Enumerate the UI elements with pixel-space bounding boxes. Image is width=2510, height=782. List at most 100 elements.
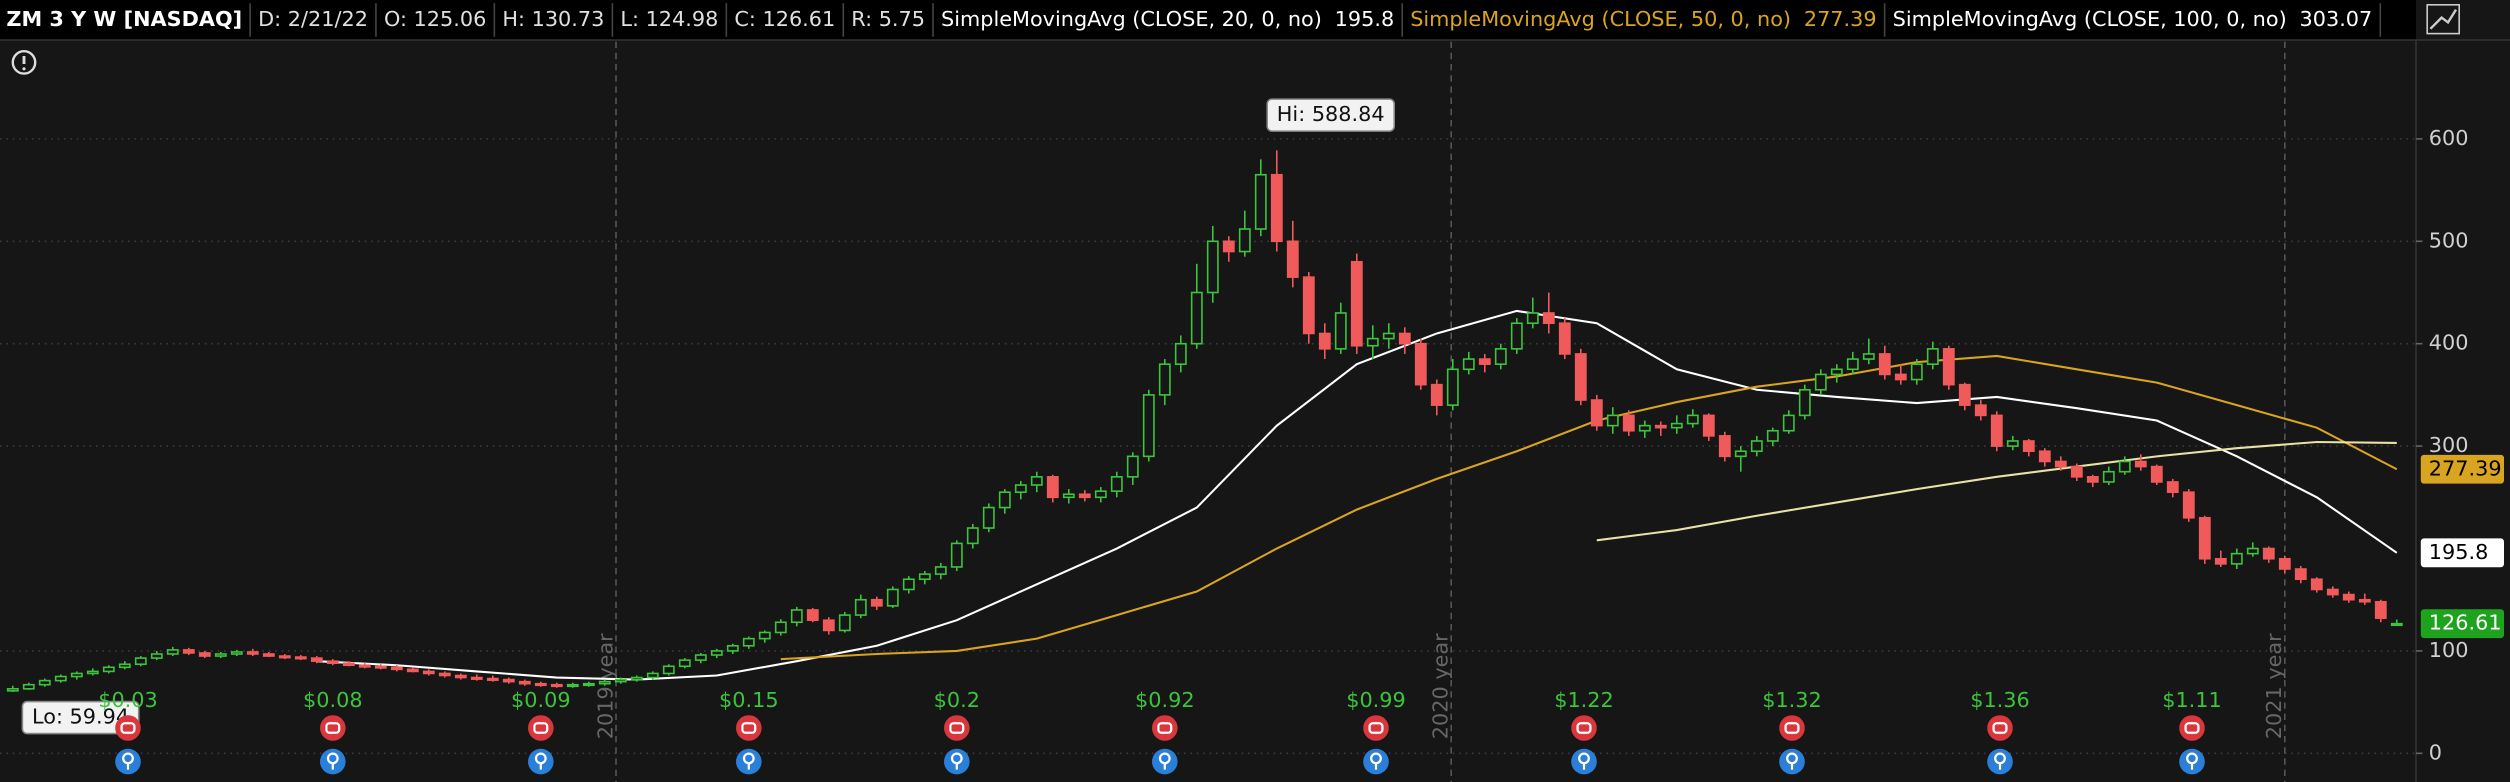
earnings-icon[interactable]: [1987, 715, 2013, 741]
event-icon-circle[interactable]: [115, 748, 141, 775]
event-icon[interactable]: [115, 748, 141, 775]
alert-dot[interactable]: [22, 67, 26, 71]
event-icon-circle[interactable]: [320, 748, 346, 775]
earnings-icon[interactable]: [320, 715, 346, 741]
earnings-icon-circle[interactable]: [1152, 715, 1178, 741]
candle-body: [470, 676, 483, 680]
header-item: H: 130.73: [502, 7, 604, 31]
event-icon-circle[interactable]: [944, 748, 970, 775]
earnings-icon[interactable]: [736, 715, 762, 741]
earnings-icon-circle[interactable]: [528, 715, 554, 741]
candle-body: [1222, 240, 1235, 253]
candle-body: [2358, 598, 2371, 603]
event-icon-circle[interactable]: [1987, 748, 2013, 775]
candle-body: [1190, 291, 1203, 345]
earnings-icon-circle[interactable]: [736, 715, 762, 741]
candle-body: [1142, 394, 1155, 458]
alert-icon[interactable]: [11, 50, 37, 75]
event-icon-circle[interactable]: [1571, 748, 1597, 775]
candle-body: [294, 656, 307, 660]
candle-body: [1382, 332, 1395, 340]
event-icon[interactable]: [1152, 748, 1178, 775]
candle-body: [2038, 450, 2051, 463]
earnings-icon-circle[interactable]: [2179, 715, 2205, 741]
price-tag-label: 277.39: [2429, 456, 2502, 480]
candle-body: [1574, 353, 1587, 401]
candle-body: [86, 670, 99, 675]
earnings-icon[interactable]: [944, 715, 970, 741]
earnings-icon-circle[interactable]: [115, 715, 141, 741]
candle-body: [134, 657, 147, 666]
earnings-icon-circle[interactable]: [1571, 715, 1597, 741]
event-icon-circle[interactable]: [1779, 748, 1805, 775]
header-item: L: 124.98: [620, 7, 718, 31]
candle-body: [2198, 516, 2211, 560]
event-icon-circle[interactable]: [528, 748, 554, 775]
earnings-icon[interactable]: [528, 715, 554, 741]
style-icon-frame[interactable]: [2426, 4, 2461, 35]
header-item: R: 5.75: [851, 7, 925, 31]
earnings-icon-circle[interactable]: [320, 715, 346, 741]
earnings-icon-circle[interactable]: [944, 715, 970, 741]
event-icon[interactable]: [2179, 748, 2205, 775]
event-icon[interactable]: [944, 748, 970, 775]
candle-body: [1398, 332, 1411, 345]
event-icon-circle[interactable]: [2179, 748, 2205, 775]
event-icon[interactable]: [320, 748, 346, 775]
earnings-icon[interactable]: [1571, 715, 1597, 741]
candle-body: [2326, 588, 2339, 596]
earnings-icon[interactable]: [1779, 715, 1805, 741]
candle-body: [2006, 440, 2019, 447]
candle-body: [246, 651, 259, 655]
earnings-icon[interactable]: [115, 715, 141, 741]
earnings-icon[interactable]: [1363, 715, 1389, 741]
candle-body: [1126, 455, 1139, 478]
event-icon[interactable]: [1779, 748, 1805, 775]
event-icon-circle[interactable]: [1363, 748, 1389, 775]
header-item: SimpleMovingAvg (CLOSE, 100, 0, no): [1893, 7, 2287, 31]
candle-body: [934, 566, 947, 575]
candle-body: [1718, 435, 1731, 458]
candle-body: [1622, 414, 1635, 432]
candle-body: [1046, 476, 1059, 499]
candle-body: [1926, 348, 1939, 365]
lo-callout-box: [21, 700, 140, 735]
lo-callout-text: Lo: 59.94: [32, 705, 129, 729]
y-tick-label: 0: [2429, 740, 2442, 764]
year-label: 2019 year: [593, 633, 617, 739]
candle-body: [1302, 276, 1315, 335]
candle-body: [1014, 484, 1027, 493]
style-icon[interactable]: [2426, 4, 2461, 35]
candle-body: [310, 657, 323, 662]
earnings-icon[interactable]: [1152, 715, 1178, 741]
candle-body: [374, 665, 387, 669]
event-icon[interactable]: [1571, 748, 1597, 775]
event-icon[interactable]: [528, 748, 554, 775]
earnings-label: $0.92: [1135, 688, 1195, 712]
candle-body: [1846, 358, 1859, 371]
earnings-icon-glyph: [949, 722, 965, 734]
candle-body: [1670, 422, 1683, 429]
event-icon-circle[interactable]: [736, 748, 762, 775]
candle-body: [1814, 373, 1827, 391]
earnings-icon-circle[interactable]: [1363, 715, 1389, 741]
earnings-icon-glyph: [1784, 722, 1800, 734]
candle-body: [950, 542, 963, 568]
earnings-icon[interactable]: [2179, 715, 2205, 741]
earnings-label: $1.11: [2162, 688, 2222, 712]
alert-circle[interactable]: [11, 50, 37, 75]
candle-body: [774, 621, 787, 634]
price-tag-label: 195.8: [2429, 540, 2489, 564]
candle-body: [2342, 593, 2355, 601]
earnings-icon-circle[interactable]: [1779, 715, 1805, 741]
candle-body: [1254, 173, 1267, 230]
style-icon-line[interactable]: [2429, 8, 2458, 30]
event-icon[interactable]: [1363, 748, 1389, 775]
event-icon[interactable]: [1987, 748, 2013, 775]
header-item: D: 2/21/22: [258, 7, 368, 31]
earnings-icon-circle[interactable]: [1987, 715, 2013, 741]
event-icon[interactable]: [736, 748, 762, 775]
hi-callout-box: [1266, 98, 1396, 132]
event-icon-circle[interactable]: [1152, 748, 1178, 775]
